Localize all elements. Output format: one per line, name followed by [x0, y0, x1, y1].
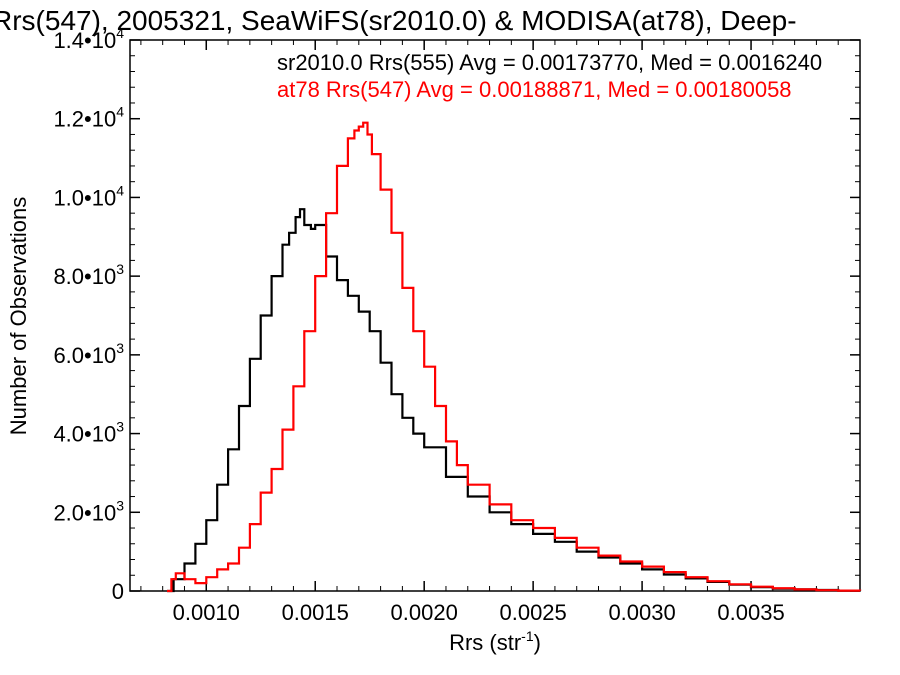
- y-tick-exponent: 3: [116, 419, 124, 435]
- y-tick-exponent: 4: [116, 182, 124, 198]
- y-tick-mantissa: 0: [112, 579, 124, 604]
- x-axis-label-exponent: -1: [521, 628, 534, 644]
- x-tick-label: 0.0025: [499, 600, 566, 625]
- y-tick-label: 1.4•104: [53, 25, 124, 53]
- y-tick-mantissa: 2.0•10: [53, 500, 116, 525]
- y-tick-mantissa: 1.0•10: [53, 185, 116, 210]
- y-axis-ticks: 02.0•1034.0•1036.0•1038.0•1031.0•1041.2•…: [53, 25, 860, 604]
- annotation-red: at78 Rrs(547) Avg = 0.00188871, Med = 0.…: [277, 77, 792, 102]
- y-tick-label: 1.2•104: [53, 104, 124, 132]
- y-tick-mantissa: 4.0•10: [53, 422, 116, 447]
- x-axis-label: Rrs (str-1): [449, 628, 541, 655]
- x-tick-label: 0.0015: [282, 600, 349, 625]
- y-tick-label: 1.0•104: [53, 182, 124, 210]
- annotation-black: sr2010.0 Rrs(555) Avg = 0.00173770, Med …: [277, 50, 822, 75]
- x-axis-label-text: Rrs (str: [449, 630, 521, 655]
- y-axis-label: Number of Observations: [6, 197, 31, 435]
- y-tick-exponent: 3: [116, 340, 124, 356]
- x-tick-label: 0.0020: [391, 600, 458, 625]
- series-black-line: [167, 208, 862, 593]
- y-tick-label: 8.0•103: [53, 261, 124, 289]
- y-tick-label: 0: [112, 579, 124, 604]
- x-axis-label-close: ): [534, 630, 541, 655]
- y-tick-exponent: 4: [116, 104, 124, 120]
- y-tick-label: 2.0•103: [53, 497, 124, 525]
- y-tick-exponent: 3: [116, 261, 124, 277]
- series-layer: [167, 121, 862, 593]
- y-tick-exponent: 4: [116, 25, 124, 41]
- x-tick-label: 0.0035: [717, 600, 784, 625]
- y-tick-label: 6.0•103: [53, 340, 124, 368]
- y-tick-mantissa: 1.4•10: [53, 28, 116, 53]
- x-axis-ticks: 0.0010 0.0015 0.0020 0.0025 0.0030 0.0035: [140, 40, 861, 625]
- plot-frame: [129, 39, 861, 592]
- y-tick-mantissa: 6.0•10: [53, 343, 116, 368]
- x-tick-label: 0.0010: [173, 600, 240, 625]
- plot-area: 02.0•1034.0•1036.0•1038.0•1031.0•1041.2•…: [53, 25, 862, 625]
- series-red-line: [167, 121, 862, 593]
- y-tick-exponent: 3: [116, 497, 124, 513]
- y-tick-mantissa: 8.0•10: [53, 264, 116, 289]
- x-tick-label: 0.0030: [608, 600, 675, 625]
- y-tick-label: 4.0•103: [53, 419, 124, 447]
- y-tick-mantissa: 1.2•10: [53, 107, 116, 132]
- chart-title: Rrs(547), 2005321, SeaWiFS(sr2010.0) & M…: [0, 5, 797, 36]
